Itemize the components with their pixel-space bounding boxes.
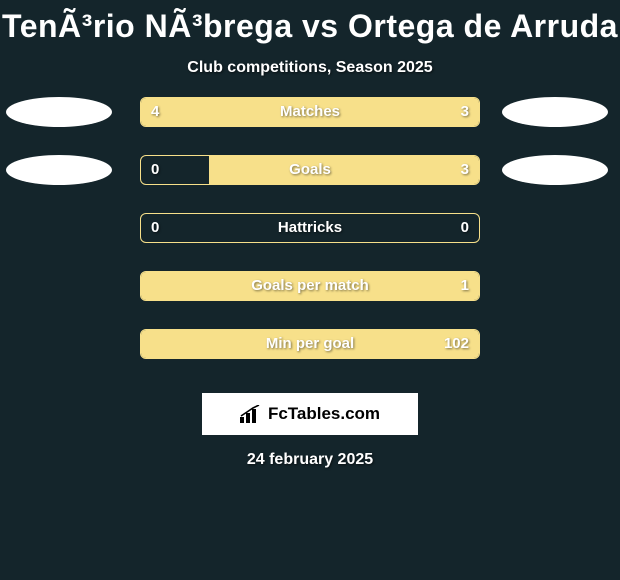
stat-row: Goals per match1 <box>0 269 620 315</box>
stat-label: Hattricks <box>141 219 479 236</box>
page-subtitle: Club competitions, Season 2025 <box>0 59 620 77</box>
stat-label: Goals per match <box>141 277 479 294</box>
bar-chart-icon <box>240 405 262 423</box>
stat-label: Matches <box>141 103 479 120</box>
stat-value-right: 102 <box>444 335 469 352</box>
team-badge-left <box>6 97 112 127</box>
stat-bar: Min per goal102 <box>140 329 480 359</box>
stat-row: Matches4 3 <box>0 95 620 141</box>
stat-value-left: 0 <box>151 219 159 236</box>
stat-bar: Goals0 3 <box>140 155 480 185</box>
stat-value-right: 3 <box>461 103 469 120</box>
stat-row: Hattricks0 0 <box>0 211 620 257</box>
team-badge-right <box>502 97 608 127</box>
brand-badge: FcTables.com <box>202 393 418 435</box>
team-badge-left <box>6 155 112 185</box>
stat-label: Min per goal <box>141 335 479 352</box>
stat-row: Goals0 3 <box>0 153 620 199</box>
stats-rows: Matches43Goals03Hattricks00Goals per mat… <box>0 95 620 373</box>
brand-text: FcTables.com <box>268 404 380 424</box>
stat-value-right: 3 <box>461 161 469 178</box>
stat-row: Min per goal102 <box>0 327 620 373</box>
stat-value-left: 0 <box>151 161 159 178</box>
page-title: TenÃ³rio NÃ³brega vs Ortega de Arruda <box>0 0 620 45</box>
stat-value-right: 1 <box>461 277 469 294</box>
stat-value-left: 4 <box>151 103 159 120</box>
date-label: 24 february 2025 <box>0 451 620 469</box>
stat-label: Goals <box>141 161 479 178</box>
stat-bar: Goals per match1 <box>140 271 480 301</box>
stat-value-right: 0 <box>461 219 469 236</box>
stat-bar: Matches4 3 <box>140 97 480 127</box>
stat-bar: Hattricks0 0 <box>140 213 480 243</box>
team-badge-right <box>502 155 608 185</box>
